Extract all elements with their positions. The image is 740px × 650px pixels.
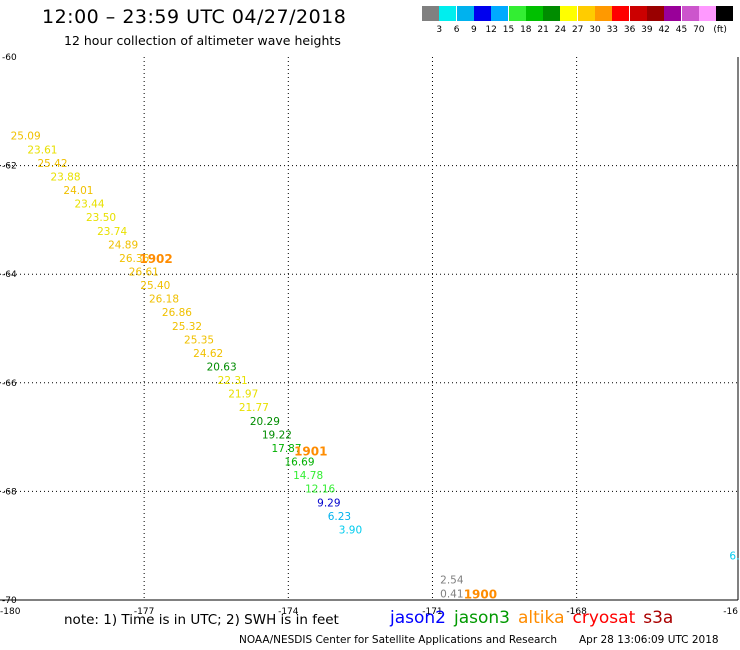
color-swatch	[664, 6, 682, 21]
wave-height-label: 26.86	[162, 307, 192, 319]
wave-height-label: 9.29	[317, 497, 340, 509]
mission-label: jason2	[390, 608, 446, 628]
wave-height-label: 23.44	[74, 199, 104, 211]
wave-height-label: 25.42	[37, 158, 67, 170]
color-swatch	[612, 6, 630, 21]
wave-height-label: 3.90	[339, 524, 362, 536]
x-tick-label: -16	[723, 607, 738, 617]
wave-height-label: 25.32	[172, 321, 202, 333]
wave-height-label: 23.61	[27, 144, 57, 156]
y-tick-label: -60	[2, 53, 17, 63]
mission-label: jason3	[454, 608, 510, 628]
mission-label: cryosat	[572, 608, 636, 628]
pass-time-label: 1902	[139, 252, 172, 266]
wave-height-label: 25.40	[140, 280, 170, 292]
page-subtitle: 12 hour collection of altimeter wave hei…	[64, 33, 341, 48]
wave-height-label: 14.78	[293, 470, 323, 482]
page-title: 12:00 – 23:59 UTC 04/27/2018	[42, 6, 347, 28]
color-swatch	[595, 6, 612, 21]
color-swatch	[646, 6, 664, 21]
y-tick-label: -66	[2, 379, 17, 389]
y-tick-label: -68	[2, 487, 17, 497]
wave-height-label: 25.09	[11, 131, 41, 143]
color-tick-label: 18	[520, 25, 532, 35]
wave-height-label: 21.97	[228, 389, 258, 401]
wave-height-label: 16.69	[284, 457, 314, 469]
wave-height-label: 6.23	[328, 511, 351, 523]
wave-height-label: 2.54	[440, 574, 464, 586]
color-swatch	[698, 6, 716, 21]
wave-height-label: 24.62	[193, 348, 223, 360]
wave-height-label: 24.01	[63, 185, 93, 197]
wave-height-label: 0.41	[440, 588, 463, 600]
color-swatch	[560, 6, 578, 21]
wave-height-label: 26.18	[149, 294, 179, 306]
y-tick-label: -62	[2, 162, 17, 172]
x-tick-label: -171	[422, 607, 442, 617]
color-swatch	[456, 6, 474, 21]
color-swatch	[508, 6, 526, 21]
wave-height-label: 24.89	[108, 239, 138, 251]
wave-height-label: 20.29	[250, 416, 280, 428]
wave-height-label: 23.50	[86, 212, 116, 224]
color-swatch	[577, 6, 595, 21]
color-swatch	[716, 6, 734, 21]
color-tick-label: 3	[436, 25, 443, 35]
mission-legend: jason2 jason3 altika cryosat s3a	[390, 608, 681, 628]
wave-height-label: 25.35	[184, 334, 214, 346]
color-tick-label: 30	[589, 25, 601, 35]
color-tick-label: 6	[453, 25, 460, 35]
wave-height-label: 26.61	[129, 266, 159, 278]
x-tick-label: -177	[134, 607, 154, 617]
wave-height-label: 26.36	[119, 253, 149, 265]
color-tick-label: 36	[623, 25, 636, 35]
x-tick-label: -168	[566, 607, 587, 617]
wave-height-label: 19.22	[262, 429, 292, 441]
credit-text: NOAA/NESDIS Center for Satellite Applica…	[239, 634, 557, 646]
color-tick-label: 9	[471, 25, 477, 35]
color-tick-label: 70	[693, 25, 705, 35]
wave-height-label: 23.88	[50, 171, 80, 183]
color-swatch	[473, 6, 491, 21]
color-tick-label: 39	[641, 25, 653, 35]
color-tick-label: 12	[485, 25, 497, 35]
x-tick-label: -174	[278, 607, 299, 617]
color-tick-label: 42	[658, 25, 670, 35]
wave-height-label: 21.77	[239, 402, 269, 414]
color-tick-label: 27	[571, 25, 584, 35]
wave-height-label: 17.87	[271, 443, 301, 455]
color-swatch	[422, 6, 439, 21]
mission-label: altika	[518, 608, 565, 628]
color-tick-label: 24	[554, 25, 567, 35]
mission-label: s3a	[643, 608, 674, 628]
y-tick-label: -64	[2, 270, 17, 280]
color-tick-label: 21	[537, 25, 549, 35]
y-tick-label: -70	[2, 596, 17, 606]
wave-height-label: 22.31	[218, 375, 248, 387]
color-swatch	[439, 6, 457, 21]
wave-height-label: 20.63	[207, 362, 237, 374]
pass-time-label: 1901	[294, 445, 327, 459]
wave-height-label: 6.69	[729, 550, 740, 562]
color-swatch	[525, 6, 543, 21]
color-swatch	[491, 6, 509, 21]
wave-height-label: 12.16	[305, 484, 335, 496]
generated-timestamp: Apr 28 13:06:09 UTC 2018	[579, 634, 719, 646]
color-tick-label: 45	[675, 25, 688, 35]
color-swatch	[629, 6, 647, 21]
footer-note: note: 1) Time is in UTC; 2) SWH is in fe…	[64, 612, 339, 628]
color-tick-label: 33	[606, 25, 619, 35]
pass-time-label: 1900	[464, 587, 497, 601]
color-tick-label: (ft)	[713, 25, 727, 35]
x-tick-label: -180	[0, 607, 21, 617]
color-swatch	[543, 6, 561, 21]
wave-height-label: 23.74	[97, 226, 127, 238]
color-tick-label: 15	[502, 25, 515, 35]
color-swatch	[681, 6, 699, 21]
